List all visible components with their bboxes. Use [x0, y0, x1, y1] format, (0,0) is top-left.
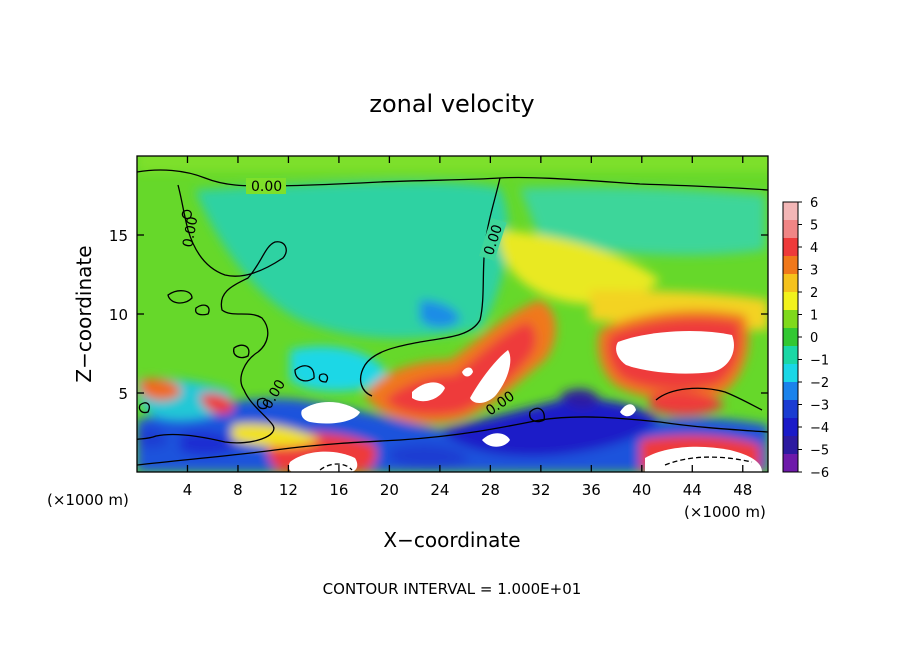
- saturated-blob-8: [482, 433, 510, 447]
- contour-blob-7: [138, 402, 150, 414]
- region-top-green: [137, 156, 768, 172]
- contour-blob-6: [529, 407, 545, 423]
- y-tick-label: 10: [109, 306, 128, 324]
- saturated-blob-1: [301, 401, 360, 424]
- saturated-blob-7: [645, 446, 762, 472]
- colorbar-tick-label: 6: [810, 196, 818, 211]
- colorbar-tick-label: −4: [810, 421, 829, 436]
- y-axis-label: Z−coordinate: [72, 245, 96, 382]
- x-tick-label: 20: [380, 481, 399, 499]
- colorbar-segment: [783, 328, 798, 347]
- x-axis-label: X−coordinate: [383, 528, 520, 552]
- y-axis: 5 10 15: [109, 227, 768, 403]
- saturated-regions: [288, 330, 762, 472]
- colorbar-tick-label: 5: [810, 219, 818, 234]
- colorbar-tick-label: −6: [810, 466, 829, 481]
- contour-blob-4: [294, 365, 315, 382]
- contour-dashed-2: [319, 463, 353, 471]
- region-red-right-low: [650, 391, 725, 416]
- x-tick-label: 48: [733, 481, 752, 499]
- saturated-blob-6: [288, 451, 358, 472]
- colorbar-tick-label: 4: [810, 241, 818, 256]
- y-tick-label: 15: [109, 227, 128, 245]
- x-tick-label: 40: [632, 481, 651, 499]
- colorbar-tick-label: 1: [810, 309, 818, 324]
- contour-label-left: 0.00: [180, 215, 201, 248]
- saturated-blob-4: [462, 367, 473, 377]
- colorbar-tick-label: 3: [810, 264, 818, 279]
- region-blue-far-left: [137, 428, 168, 448]
- saturated-blob-2: [412, 382, 445, 402]
- y-tick-label: 5: [118, 385, 128, 403]
- colorbar-tick-label: −2: [810, 376, 829, 391]
- region-upper-right-cyan: [520, 187, 765, 256]
- colorbar-segment: [783, 418, 798, 437]
- colorbar-tick-label: −1: [810, 354, 829, 369]
- contour-bottom: [137, 416, 768, 466]
- x-tick-label: 24: [430, 481, 449, 499]
- x-tick-label: 44: [683, 481, 702, 499]
- colorbar-segment: [783, 310, 798, 329]
- region-orange-left: [140, 378, 181, 401]
- x-tick-label: 16: [329, 481, 348, 499]
- colorbar-segment: [783, 454, 798, 473]
- chart-title: zonal velocity: [369, 90, 534, 118]
- x-tick-label: 28: [481, 481, 500, 499]
- colorbar: 6 5 4 3 2 1 0 −1 −2 −3 −4 −5 −6: [782, 196, 829, 481]
- contour-blob-2: [194, 304, 210, 316]
- region-orange-left2: [200, 393, 234, 415]
- contour-left-vertical: [137, 184, 287, 444]
- contour-blob-5: [318, 373, 329, 383]
- velocity-field: 0.00 0.00 0.00 0.00 0.00: [137, 156, 768, 472]
- contour-interval-footer: CONTOUR INTERVAL = 1.000E+01: [323, 580, 582, 598]
- contour-label-top: 0.00: [251, 179, 282, 195]
- contour-blob-1: [167, 290, 193, 304]
- region-violet-blob: [560, 388, 600, 408]
- saturated-blob-5: [616, 330, 734, 374]
- colorbar-tick-label: −3: [810, 399, 829, 414]
- colorbar-segment: [783, 238, 798, 257]
- colorbar-segment: [783, 400, 798, 419]
- colorbar-tick-label: −5: [810, 444, 829, 459]
- x-tick-label: 8: [233, 481, 243, 499]
- colorbar-tick-label: 0: [810, 331, 818, 346]
- plot-area: 0.00 0.00 0.00 0.00 0.00: [136, 155, 769, 473]
- x-tick-label: 12: [279, 481, 298, 499]
- contour-blob-3: [233, 344, 250, 359]
- x-tick-label: 4: [183, 481, 193, 499]
- x-tick-label: 32: [531, 481, 550, 499]
- region-blue-left: [180, 431, 240, 456]
- x-axis: 4 8 12 16 20 24 28 32 36 40 44 48: [183, 156, 752, 499]
- colorbar-segment: [783, 202, 798, 221]
- region-cyan-mid: [290, 346, 390, 392]
- saturated-blob-9: [620, 404, 636, 417]
- colorbar-segment: [783, 292, 798, 311]
- colorbar-segment: [783, 220, 798, 239]
- contour-right-low: [655, 387, 763, 411]
- colorbar-tick-label: 2: [810, 286, 818, 301]
- x-unit-right: (×1000 m): [684, 503, 766, 521]
- saturated-blob-3: [470, 350, 511, 404]
- contour-blob-8: [181, 209, 192, 220]
- region-blue-center: [420, 300, 460, 328]
- region-upper-cyan: [195, 181, 509, 339]
- region-blue-bottom-mid: [390, 444, 470, 468]
- colorbar-segment: [783, 274, 798, 293]
- x-unit-left: (×1000 m): [47, 491, 129, 509]
- colorbar-segment: [783, 364, 798, 383]
- contour-blob-9: [256, 397, 268, 410]
- colorbar-segment: [783, 256, 798, 275]
- x-tick-label: 36: [582, 481, 601, 499]
- colorbar-segment: [783, 346, 798, 365]
- colorbar-segment: [783, 436, 798, 455]
- contour-top: [137, 169, 768, 191]
- colorbar-segment: [783, 382, 798, 401]
- contour-dashed: [664, 456, 753, 466]
- region-yellow-mid: [499, 230, 660, 304]
